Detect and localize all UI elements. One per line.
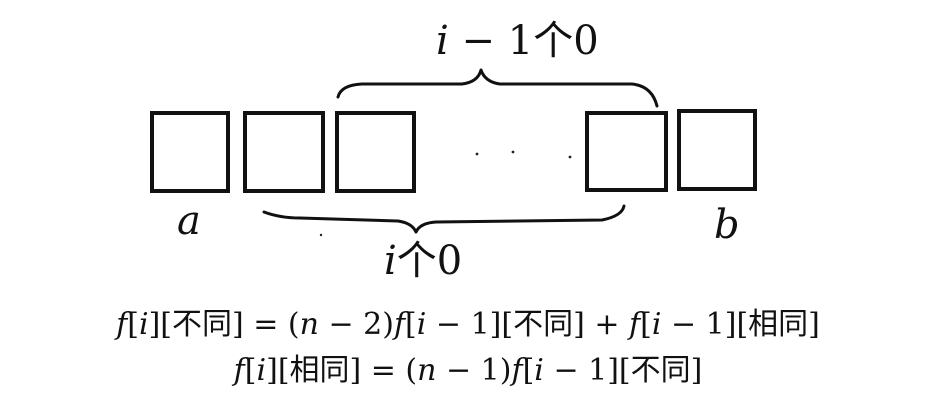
- cell-box-4: [585, 111, 668, 192]
- cell-box-3: [335, 111, 416, 193]
- cell-box-2: [243, 111, 325, 193]
- cell-box-1: [150, 111, 230, 193]
- stray-dot: [319, 233, 323, 237]
- bottom-brace-label-rest: 个0: [397, 238, 462, 284]
- cell-box-5: [677, 109, 757, 191]
- endpoint-label-a: a: [177, 198, 201, 244]
- formula-line-1: f[i][不同] = (n − 2)f[i − 1][不同] + f[i − 1…: [114, 307, 820, 342]
- top-brace-label-var: i: [436, 18, 449, 64]
- ellipsis-dot-2: [511, 150, 515, 154]
- bottom-brace-label: i个0: [384, 238, 462, 284]
- top-brace-label-rest: − 1个0: [449, 18, 599, 64]
- ellipsis-dot-1: [475, 152, 479, 156]
- top-brace: [336, 68, 659, 108]
- bottom-brace-label-var: i: [384, 238, 397, 284]
- bottom-brace: [262, 204, 626, 234]
- ellipsis-dot-3: [568, 155, 572, 159]
- top-brace-label: i − 1个0: [436, 18, 599, 64]
- formula-line-2: f[i][相同] = (n − 1)f[i − 1][不同]: [232, 353, 703, 388]
- endpoint-label-b: b: [714, 202, 740, 248]
